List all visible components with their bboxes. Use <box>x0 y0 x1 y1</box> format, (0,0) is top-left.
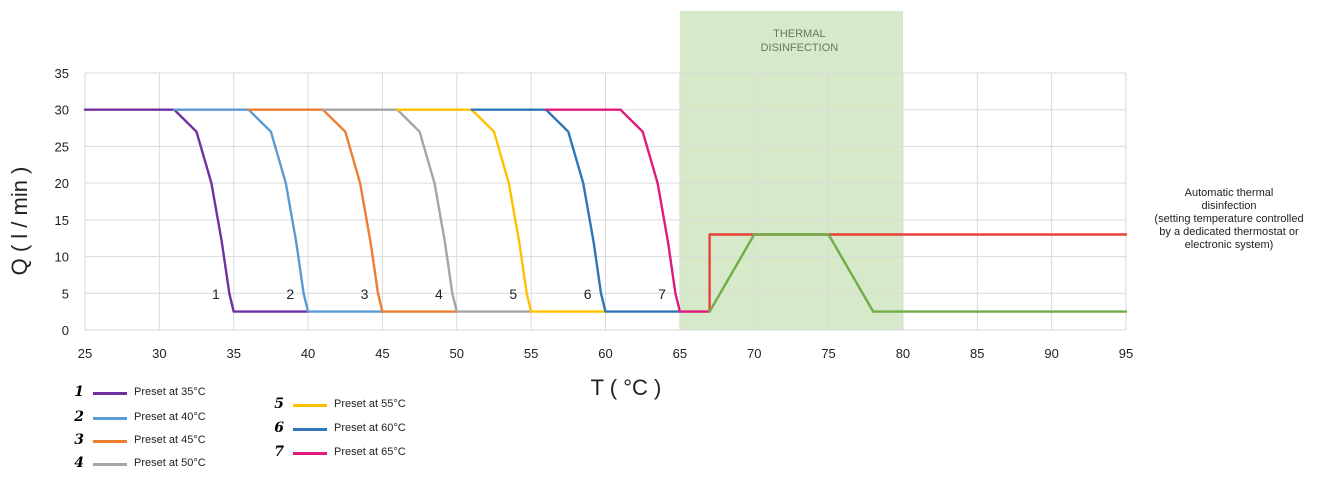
legend-label: Preset at 45°C <box>134 434 206 446</box>
series-line-5 <box>396 108 607 313</box>
series-line-9 <box>708 233 1128 313</box>
legend-swatch <box>93 392 127 395</box>
legend-number: 7 <box>274 444 284 460</box>
curve-number-label: 6 <box>584 286 592 302</box>
legend-swatch <box>293 404 327 407</box>
x-tick-label: 45 <box>375 346 389 361</box>
curve-number-label: 4 <box>435 286 443 302</box>
x-tick-label: 35 <box>226 346 240 361</box>
curve-number-label: 1 <box>212 286 220 302</box>
legend-number: 2 <box>74 409 84 425</box>
legend-swatch <box>93 440 127 443</box>
y-tick-label: 15 <box>55 213 69 228</box>
legend-label: Preset at 35°C <box>134 386 206 398</box>
legend-swatch <box>93 417 127 420</box>
legend-label: Preset at 40°C <box>134 411 206 423</box>
series-line-2 <box>172 108 384 313</box>
legend-label: Preset at 65°C <box>334 446 406 458</box>
x-axis-title: T ( °C ) <box>591 375 662 400</box>
legend-number: 3 <box>74 432 84 448</box>
x-tick-label: 80 <box>896 346 910 361</box>
legend-number: 5 <box>274 396 284 412</box>
thermal-disinfection-zone <box>679 11 903 330</box>
curve-number-label: 5 <box>509 286 517 302</box>
curve-number-label: 3 <box>361 286 369 302</box>
y-axis-title: Q ( l / min ) <box>7 167 32 276</box>
y-tick-label: 5 <box>62 286 69 301</box>
thermal-disinfection-label: THERMAL DISINFECTION <box>761 28 839 54</box>
series-line-1 <box>83 108 310 313</box>
y-tick-label: 35 <box>55 66 69 81</box>
x-tick-label: 25 <box>78 346 92 361</box>
curve-number-label: 7 <box>658 286 666 302</box>
curve-number-label: 2 <box>286 286 294 302</box>
legend-swatch <box>293 428 327 431</box>
y-tick-label: 20 <box>55 176 69 191</box>
x-tick-label: 40 <box>301 346 315 361</box>
series-line-4 <box>321 108 533 313</box>
x-tick-label: 75 <box>821 346 835 361</box>
y-tick-label: 0 <box>62 323 69 338</box>
x-tick-label: 65 <box>673 346 687 361</box>
legend-number: 1 <box>74 384 84 400</box>
series-line-7 <box>544 108 711 313</box>
series-line-8 <box>708 233 1128 313</box>
x-tick-label: 85 <box>970 346 984 361</box>
y-tick-label: 25 <box>55 139 69 154</box>
legend-swatch <box>93 463 127 466</box>
x-tick-label: 50 <box>450 346 464 361</box>
x-tick-label: 60 <box>598 346 612 361</box>
legend-number: 4 <box>74 455 84 471</box>
series-line-6 <box>470 108 682 313</box>
series-line-3 <box>247 108 458 313</box>
legend-label: Preset at 55°C <box>334 398 406 410</box>
legend-swatch <box>293 452 327 455</box>
legend-label: Preset at 50°C <box>134 457 206 469</box>
x-tick-label: 90 <box>1044 346 1058 361</box>
y-tick-label: 10 <box>55 250 69 265</box>
thermal-disinfection-annotation: Automatic thermal disinfection (setting … <box>1154 187 1304 251</box>
y-tick-label: 30 <box>55 103 69 118</box>
legend-label: Preset at 60°C <box>334 422 406 434</box>
x-tick-label: 55 <box>524 346 538 361</box>
x-tick-label: 70 <box>747 346 761 361</box>
x-tick-label: 95 <box>1119 346 1133 361</box>
x-tick-label: 30 <box>152 346 166 361</box>
legend-number: 6 <box>274 420 284 436</box>
